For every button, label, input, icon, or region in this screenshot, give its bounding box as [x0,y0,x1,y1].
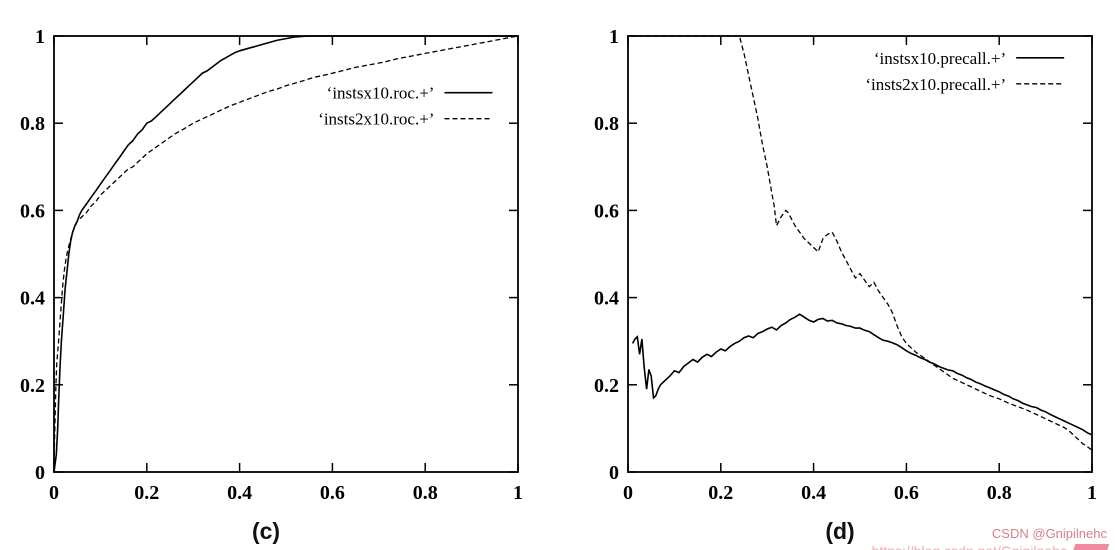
svg-text:0: 0 [49,482,59,504]
svg-text:0: 0 [609,462,619,484]
svg-text:0.2: 0.2 [134,482,159,504]
svg-text:0.8: 0.8 [20,113,45,135]
roc-chart: 0 0.2 0.4 0.6 0.8 1 0 0.2 0.4 0.6 0.8 1 ‘instsx10.ro… [6,20,526,520]
svg-text:1: 1 [513,482,523,504]
precision-recall-chart: 0 0.2 0.4 0.6 0.8 1 0 0.2 0.4 0.6 0.8 1 ‘instsx10.pr… [580,20,1100,520]
svg-text:0.6: 0.6 [320,482,345,504]
panel-c: 0 0.2 0.4 0.6 0.8 1 0 0.2 0.4 0.6 0.8 1 ‘instsx10.ro… [6,20,526,550]
svg-text:0.4: 0.4 [20,288,45,310]
svg-text:0.8: 0.8 [987,482,1012,504]
svg-text:0.6: 0.6 [20,200,45,222]
svg-text:0.6: 0.6 [594,200,619,222]
svg-text:‘instsx10.precall.+’: ‘instsx10.precall.+’ [874,49,1006,68]
svg-text:1: 1 [609,26,619,48]
svg-text:0.8: 0.8 [413,482,438,504]
watermark: CSDN @Gnipilnehc https://blog.csdn.net/G… [872,526,1110,550]
watermark-url-text: https://blog.csdn.net/Gnipilnehc [872,543,1067,550]
svg-text:0: 0 [35,462,45,484]
svg-text:‘instsx10.roc.+’: ‘instsx10.roc.+’ [327,84,435,103]
svg-text:0.4: 0.4 [227,482,252,504]
svg-text:0.2: 0.2 [20,375,45,397]
svg-text:0.2: 0.2 [708,482,733,504]
panel-d: 0 0.2 0.4 0.6 0.8 1 0 0.2 0.4 0.6 0.8 1 ‘instsx10.pr… [580,20,1100,550]
panel-c-caption: (c) [251,518,281,544]
precision-recall-chart-svg: 0 0.2 0.4 0.6 0.8 1 0 0.2 0.4 0.6 0.8 1 ‘instsx10.pr… [594,26,1097,504]
watermark-handle: CSDN @Gnipilnehc [991,526,1107,542]
svg-text:0.6: 0.6 [894,482,919,504]
svg-text:0.8: 0.8 [594,113,619,135]
svg-text:0.2: 0.2 [594,375,619,397]
roc-chart-svg: 0 0.2 0.4 0.6 0.8 1 0 0.2 0.4 0.6 0.8 1 ‘instsx10.ro… [20,26,523,504]
svg-text:0.4: 0.4 [594,288,619,310]
panel-d-caption: (d) [825,518,855,544]
svg-text:‘insts2x10.precall.+’: ‘insts2x10.precall.+’ [865,75,1006,94]
svg-text:‘insts2x10.roc.+’: ‘insts2x10.roc.+’ [318,110,434,129]
svg-text:0: 0 [623,482,633,504]
svg-text:1: 1 [1087,482,1097,504]
watermark-url: https://blog.csdn.net/Gnipilnehc [872,543,1110,550]
watermark-highlight [1070,544,1110,550]
svg-text:0.4: 0.4 [801,482,826,504]
svg-text:1: 1 [35,26,45,48]
